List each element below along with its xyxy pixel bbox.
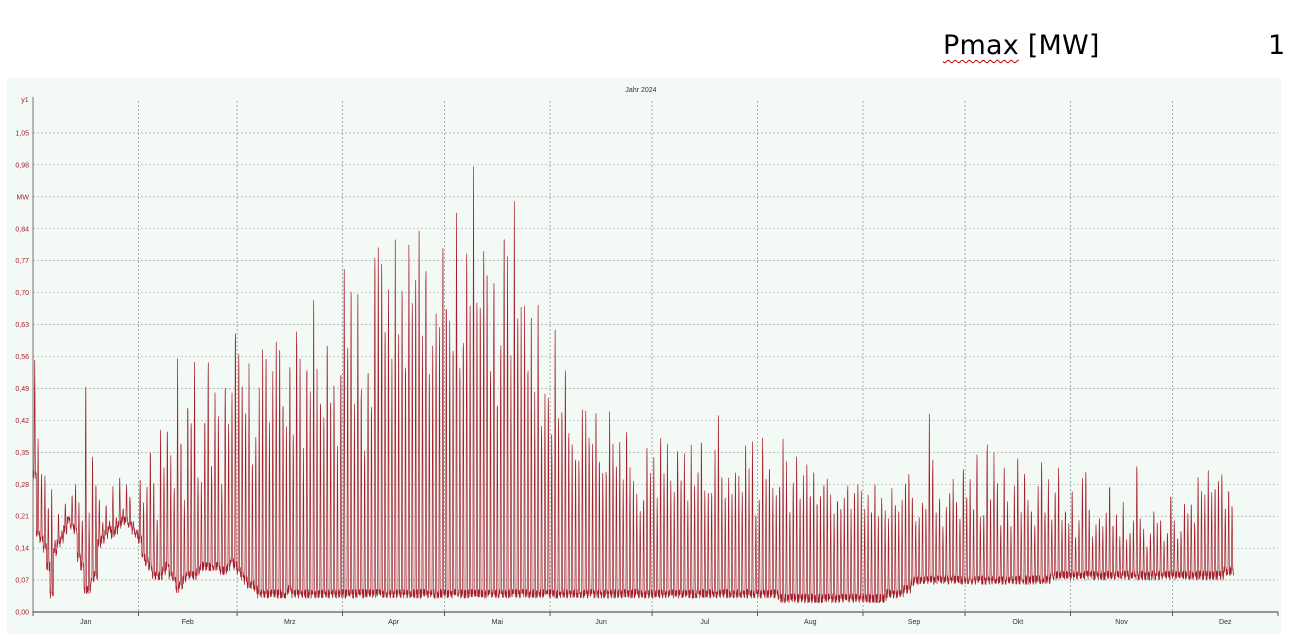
page-number: 1 xyxy=(1268,30,1286,61)
y-tick-label: 0,98 xyxy=(15,162,29,169)
heading-unit: [MW] xyxy=(1027,30,1100,61)
y-tick-label: 0,00 xyxy=(15,610,29,617)
x-tick-label: Sep xyxy=(908,619,921,626)
heading-metric: Pmax xyxy=(943,30,1019,61)
x-tick-label: Jul xyxy=(700,619,709,626)
y-axis-id-label: y1 xyxy=(21,97,29,104)
series-line-pmax xyxy=(32,166,1234,604)
x-tick-label: Apr xyxy=(388,619,400,626)
y-tick-label: 0,35 xyxy=(15,450,29,457)
x-tick-label: Feb xyxy=(182,619,194,626)
x-tick-label: Jun xyxy=(595,619,606,626)
x-tick-label: Jan xyxy=(80,619,91,626)
y-tick-label: 0,84 xyxy=(15,226,29,233)
y-tick-label: 0,21 xyxy=(15,514,29,521)
x-tick-label: Mai xyxy=(492,619,504,626)
y-tick-label: 0,77 xyxy=(15,258,29,265)
y-tick-label: 0,70 xyxy=(15,290,29,297)
y-tick-label: 0,42 xyxy=(15,418,29,425)
y-tick-label: 1,05 xyxy=(15,130,29,137)
x-tick-label: Dez xyxy=(1219,619,1232,626)
x-tick-label: Aug xyxy=(804,619,817,626)
x-tick-label: Nov xyxy=(1115,619,1128,626)
x-tick-label: Mrz xyxy=(284,619,296,626)
y-axis-unit-label: MW xyxy=(17,194,30,201)
y-tick-label: 0,07 xyxy=(15,578,29,585)
y-tick-label: 0,56 xyxy=(15,354,29,361)
y-tick-label: 0,49 xyxy=(15,386,29,393)
y-tick-label: 0,14 xyxy=(15,546,29,553)
chart-series-group xyxy=(32,166,1234,604)
y-tick-label: 0,28 xyxy=(15,482,29,489)
x-tick-label: Okt xyxy=(1012,619,1023,626)
chart-axes: 0,00 0,07 0,14 0,21 0,28 0,35 0,42 0,49 0,56 0,63… xyxy=(15,97,1279,626)
chart-heading: Pmax [MW] xyxy=(943,30,1100,61)
chart-title: Jahr 2024 xyxy=(625,87,656,94)
y-tick-label: 0,63 xyxy=(15,322,29,329)
